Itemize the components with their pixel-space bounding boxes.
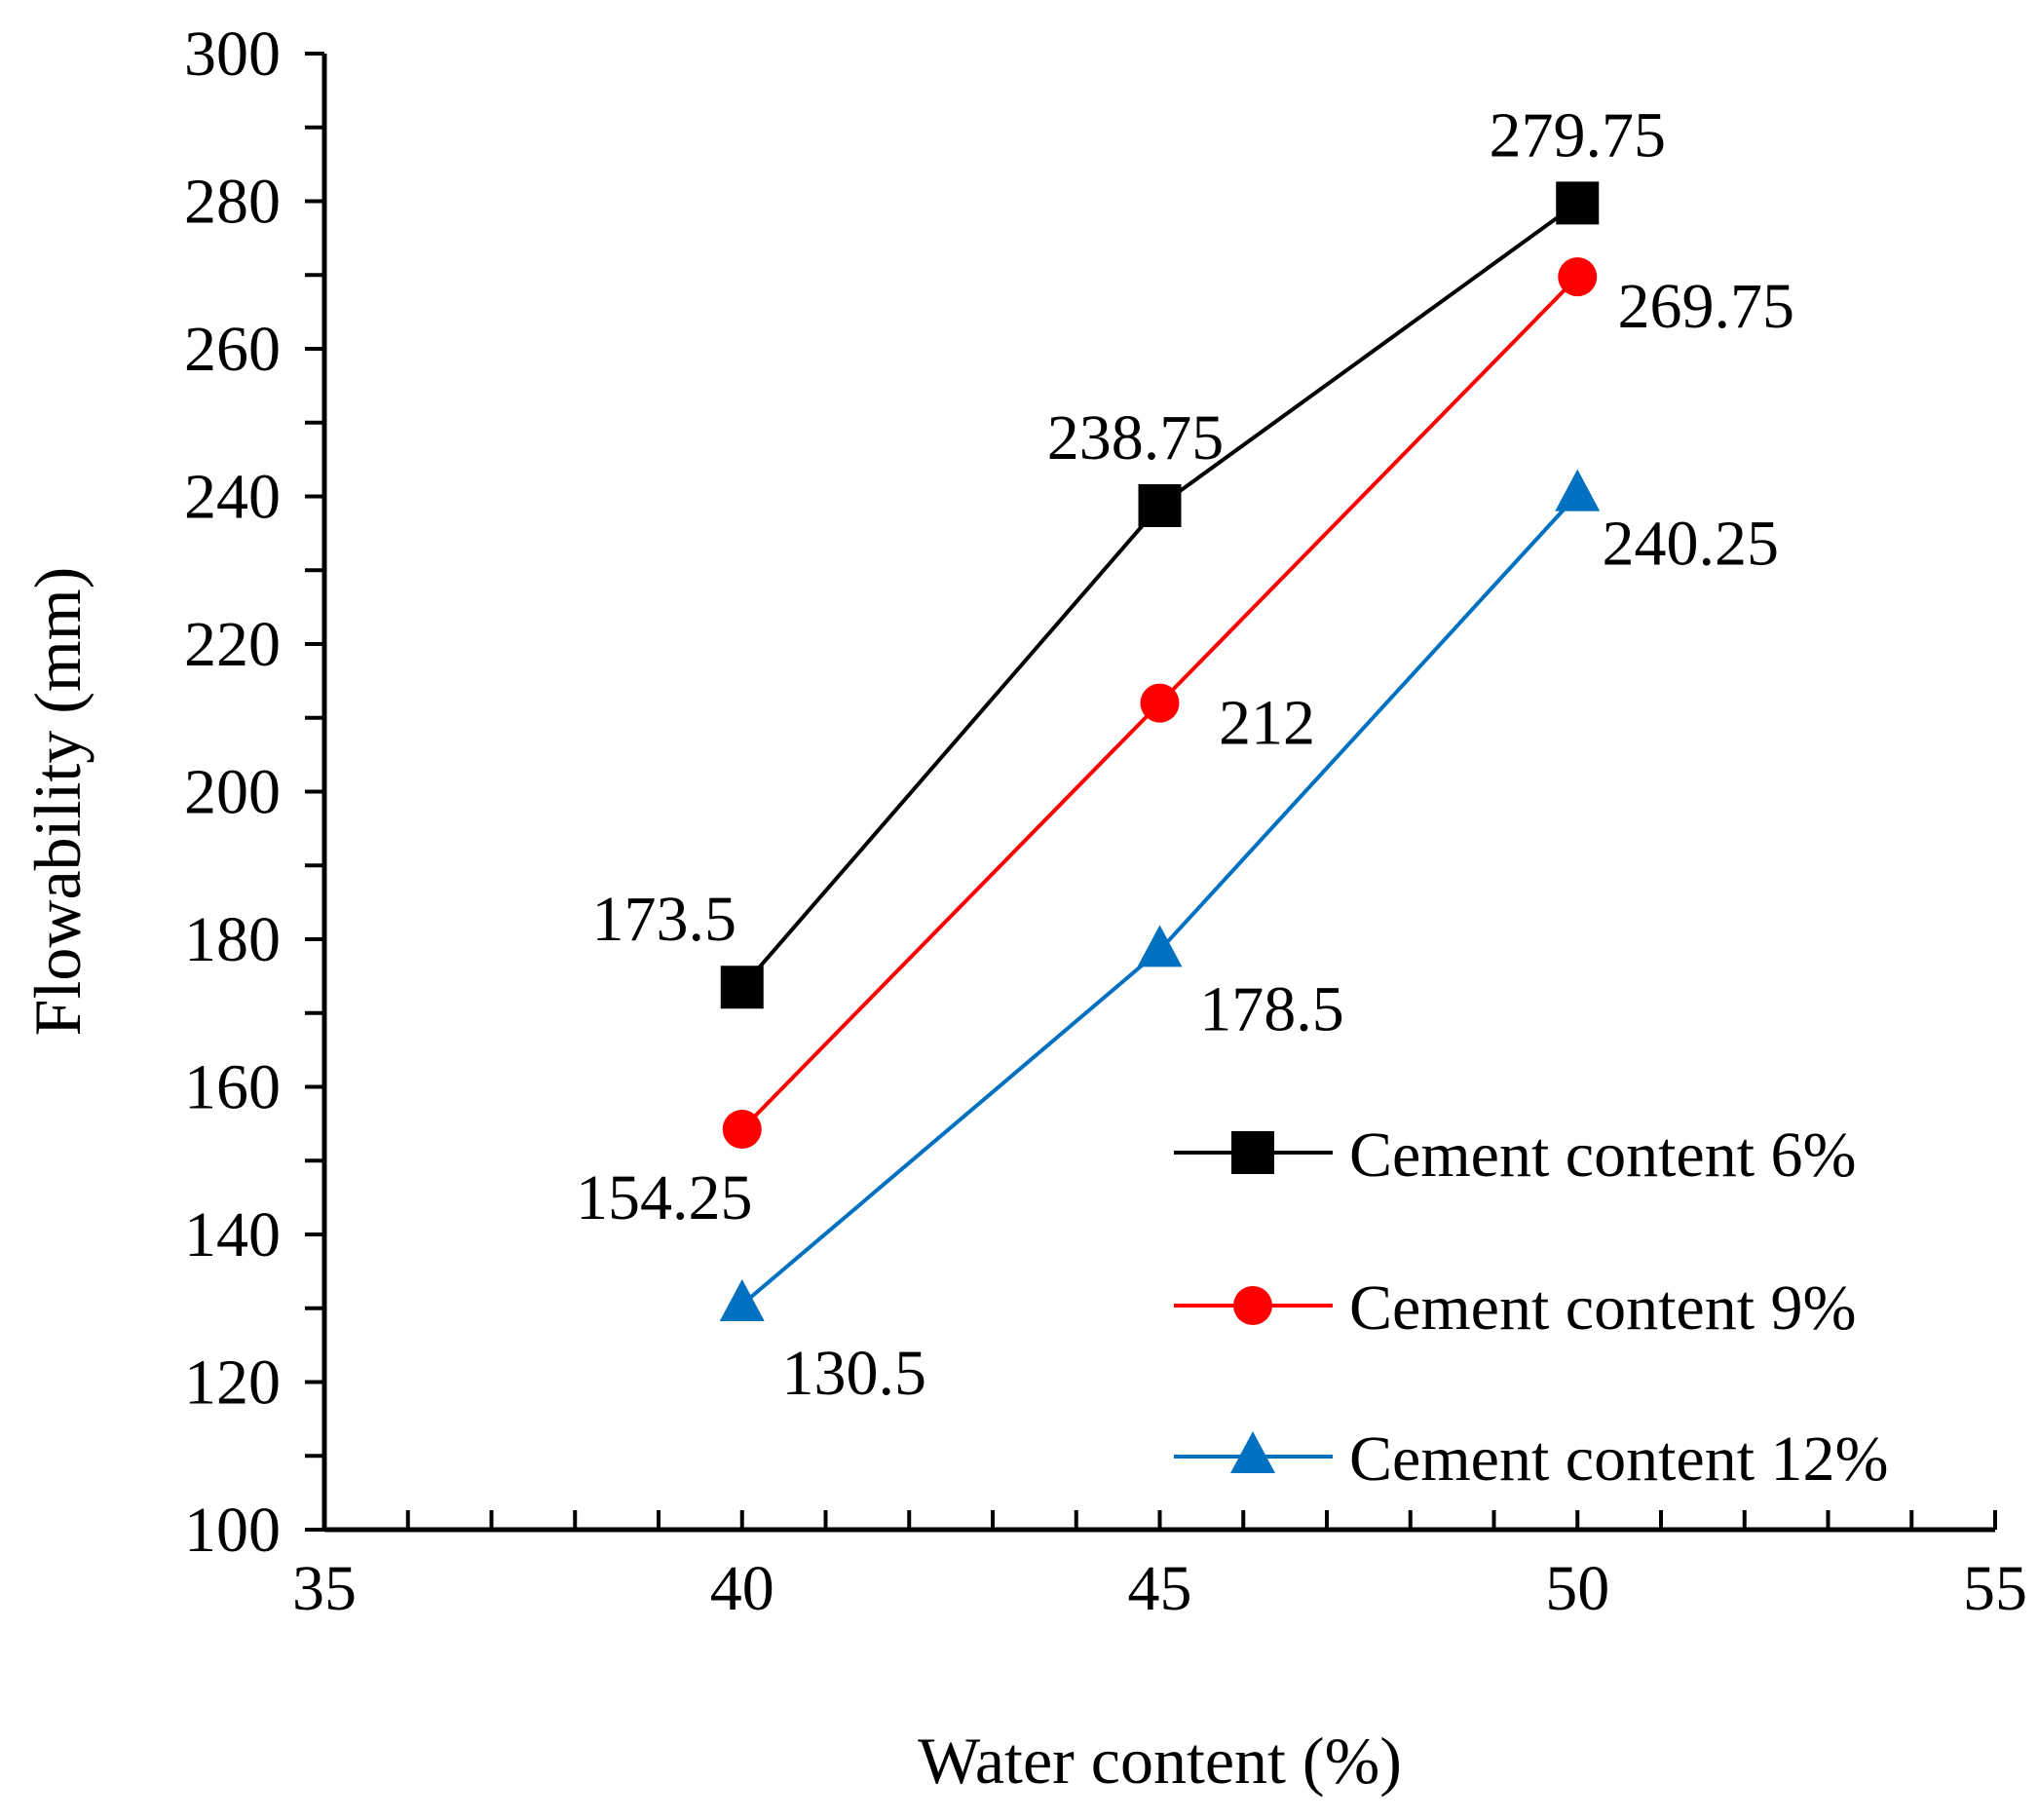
legend-item-cement-12: Cement content 12%	[1174, 1423, 1889, 1495]
y-tick-label: 300	[184, 19, 281, 90]
series-cement-9	[722, 257, 1598, 1150]
series-cement-6	[720, 181, 1600, 1009]
data-label: 240.25	[1603, 509, 1780, 580]
legend-label: Cement content 6%	[1349, 1119, 1857, 1191]
series-layer	[719, 181, 1601, 1321]
data-label: 269.75	[1618, 271, 1795, 342]
legend-item-cement-9: Cement content 9%	[1174, 1272, 1857, 1344]
legend-marker	[1230, 1431, 1275, 1473]
y-tick-label: 240	[184, 462, 281, 533]
data-label: 279.75	[1490, 99, 1667, 171]
data-label: 154.25	[576, 1162, 753, 1233]
data-label: 130.5	[782, 1338, 927, 1409]
legend-marker	[1233, 1286, 1272, 1325]
data-point-cement-9	[1140, 683, 1180, 723]
y-tick-label: 200	[184, 757, 281, 828]
x-tick-label: 55	[1963, 1553, 2027, 1624]
y-tick-label: 120	[184, 1347, 281, 1419]
legend: Cement content 6% Cement content 9% Cement…	[1174, 1119, 1889, 1495]
y-tick-label: 280	[184, 167, 281, 238]
data-point-cement-9	[722, 1110, 762, 1150]
data-label: 173.5	[592, 884, 737, 955]
series-cement-12	[719, 469, 1601, 1321]
data-label: 238.75	[1047, 402, 1225, 474]
data-label: 178.5	[1199, 973, 1344, 1044]
y-tick-label: 180	[184, 904, 281, 975]
x-tick-label: 35	[292, 1553, 357, 1624]
y-axis-title: Flowability (mm)	[20, 567, 94, 1037]
x-tick-label: 50	[1545, 1553, 1609, 1624]
x-axis-title: Water content (%)	[918, 1724, 1402, 1798]
data-point-cement-6	[1556, 181, 1600, 225]
axes: 100 120 140 160 180 200 220 240 260 280 300 35 40 45 5…	[184, 19, 2027, 1624]
data-point-cement-12	[1137, 925, 1183, 967]
series-line-cement-6	[740, 201, 1579, 989]
x-tick-label: 45	[1128, 1553, 1192, 1624]
legend-item-cement-6: Cement content 6%	[1174, 1119, 1857, 1191]
data-labels: 173.5 238.75 279.75 154.25 212 269.75 130.5 178…	[576, 99, 1794, 1409]
x-tick-label: 40	[710, 1553, 774, 1624]
data-label: 212	[1219, 688, 1315, 759]
y-tick-label: 140	[184, 1199, 281, 1270]
data-point-cement-6	[1138, 483, 1182, 527]
legend-label: Cement content 9%	[1349, 1272, 1857, 1344]
y-tick-label: 220	[184, 609, 281, 680]
y-tick-label: 100	[184, 1495, 281, 1566]
legend-label: Cement content 12%	[1349, 1423, 1889, 1495]
y-tick-label: 260	[184, 314, 281, 385]
data-point-cement-12	[719, 1278, 765, 1321]
data-point-cement-6	[720, 966, 764, 1009]
data-point-cement-12	[1555, 469, 1601, 512]
data-point-cement-9	[1558, 257, 1598, 297]
legend-marker	[1231, 1131, 1274, 1174]
y-tick-label: 160	[184, 1052, 281, 1123]
